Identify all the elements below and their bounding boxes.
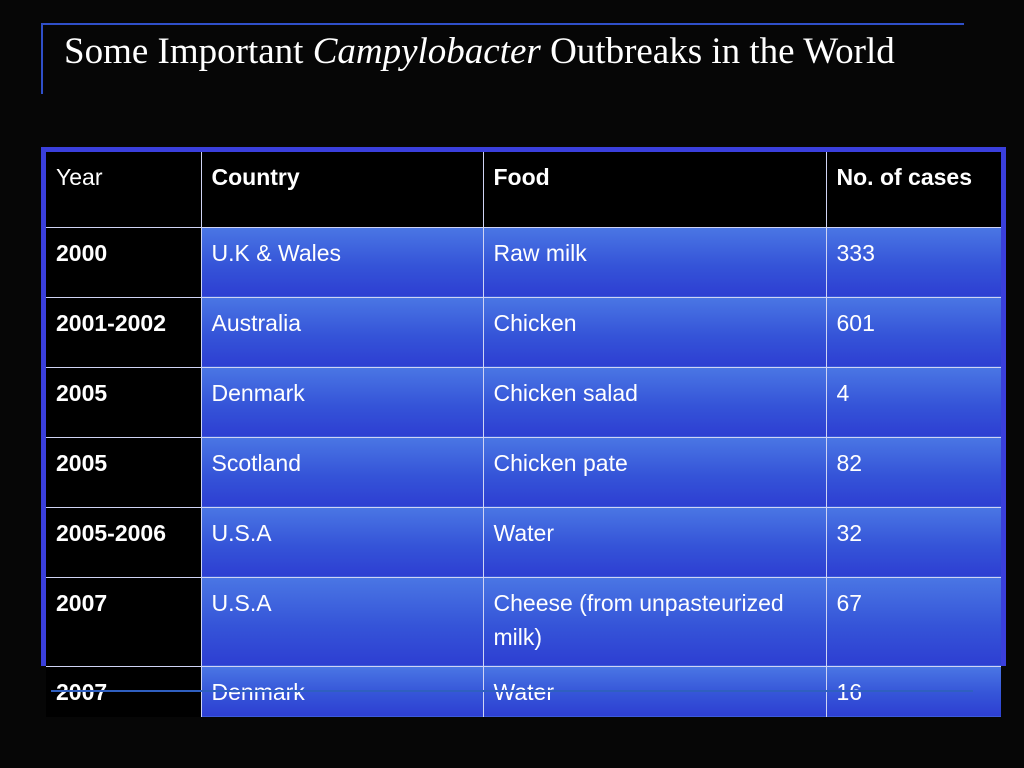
header-year: Year xyxy=(46,152,201,227)
table-row: 2000 U.K & Wales Raw milk 333 xyxy=(46,226,1001,297)
cell-year: 2000 xyxy=(46,226,201,297)
cell-food: Chicken pate xyxy=(482,436,826,507)
table-row: 2005 Scotland Chicken pate 82 xyxy=(46,436,1001,507)
title-text-start: Some Important xyxy=(64,31,313,72)
cell-cases: 67 xyxy=(825,576,1001,666)
cell-year: 2007 xyxy=(46,576,201,666)
bottom-divider-rule xyxy=(51,690,973,692)
header-cases: No. of cases xyxy=(825,152,1001,227)
header-country: Country xyxy=(200,152,483,227)
cell-country: U.S.A xyxy=(200,576,483,666)
title-text-end: Outbreaks in the World xyxy=(540,31,895,72)
cell-country: U.K & Wales xyxy=(200,226,483,297)
title-text-italic: Campylobacter xyxy=(312,31,541,72)
cell-food: Chicken salad xyxy=(482,366,826,437)
table-header-row: Year Country Food No. of cases xyxy=(46,152,1001,227)
cell-year: 2005-2006 xyxy=(46,506,201,577)
cell-country: U.S.A xyxy=(200,506,483,577)
cell-food: Chicken xyxy=(482,296,826,367)
cell-cases: 333 xyxy=(825,226,1001,297)
outbreaks-table: Year Country Food No. of cases 2000 U.K … xyxy=(46,152,1001,717)
cell-year: 2005 xyxy=(46,436,201,507)
cell-country: Australia xyxy=(200,296,483,367)
cell-country: Denmark xyxy=(200,366,483,437)
cell-food: Water xyxy=(482,506,826,577)
cell-year: 2001-2002 xyxy=(46,296,201,367)
cell-cases: 82 xyxy=(825,436,1001,507)
slide-title: Some Important Campylobacter Outbreaks i… xyxy=(64,30,895,74)
cell-year: 2005 xyxy=(46,366,201,437)
header-food: Food xyxy=(482,152,826,227)
cell-food: Raw milk xyxy=(482,226,826,297)
table-row: 2005-2006 U.S.A Water 32 xyxy=(46,506,1001,577)
table-row: 2005 Denmark Chicken salad 4 xyxy=(46,366,1001,437)
table-row: 2007 U.S.A Cheese (from unpasteurized mi… xyxy=(46,576,1001,666)
cell-cases: 32 xyxy=(825,506,1001,577)
title-frame-top-rule xyxy=(42,23,964,25)
table-row: 2001-2002 Australia Chicken 601 xyxy=(46,296,1001,367)
cell-cases: 601 xyxy=(825,296,1001,367)
title-frame-left-rule xyxy=(41,23,43,94)
cell-food: Cheese (from unpasteurized milk) xyxy=(482,576,826,666)
cell-country: Scotland xyxy=(200,436,483,507)
outbreaks-table-frame: Year Country Food No. of cases 2000 U.K … xyxy=(41,147,1006,717)
cell-cases: 4 xyxy=(825,366,1001,437)
